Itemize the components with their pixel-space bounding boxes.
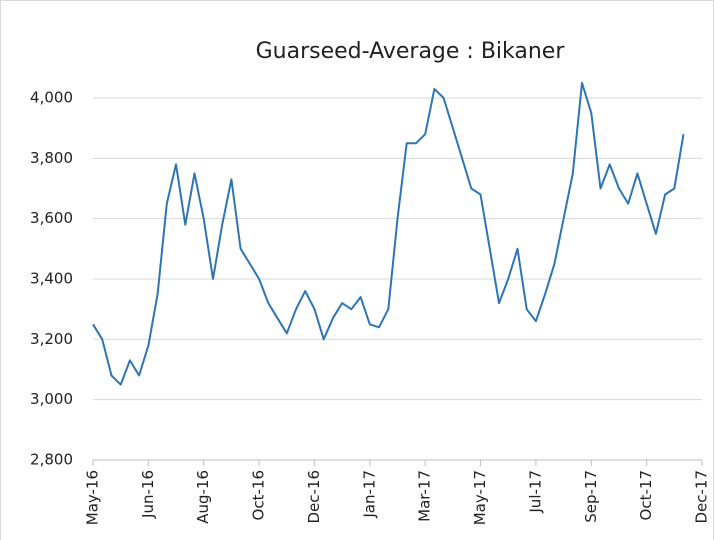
x-tick-label: Dec-16 <box>305 470 323 524</box>
x-tick-label: Sep-17 <box>582 470 600 523</box>
x-tick-label: Dec-17 <box>693 470 711 524</box>
x-tick-label: May-16 <box>84 470 102 525</box>
x-tick-label: Jan-17 <box>360 470 378 519</box>
y-tick-label: 3,600 <box>30 209 73 227</box>
y-tick-label: 3,400 <box>30 270 73 288</box>
x-tick-label: Oct-17 <box>637 470 655 520</box>
x-tick-label: Oct-16 <box>250 470 268 520</box>
x-tick-label: Aug-16 <box>194 470 212 524</box>
y-tick-label: 4,000 <box>30 89 73 107</box>
y-tick-label: 3,800 <box>30 149 73 167</box>
y-tick-label: 3,200 <box>30 330 73 348</box>
x-tick-label: May-17 <box>471 470 489 525</box>
x-tick-label: Jun-16 <box>139 470 157 519</box>
chart-title: Guarseed-Average : Bikaner <box>256 39 566 64</box>
x-tick-label: Mar-17 <box>416 470 434 522</box>
x-tick-label: Jul-17 <box>526 470 544 514</box>
y-tick-label: 3,000 <box>30 390 73 408</box>
line-series <box>92 81 685 386</box>
y-tick-label: 2,800 <box>30 451 73 469</box>
